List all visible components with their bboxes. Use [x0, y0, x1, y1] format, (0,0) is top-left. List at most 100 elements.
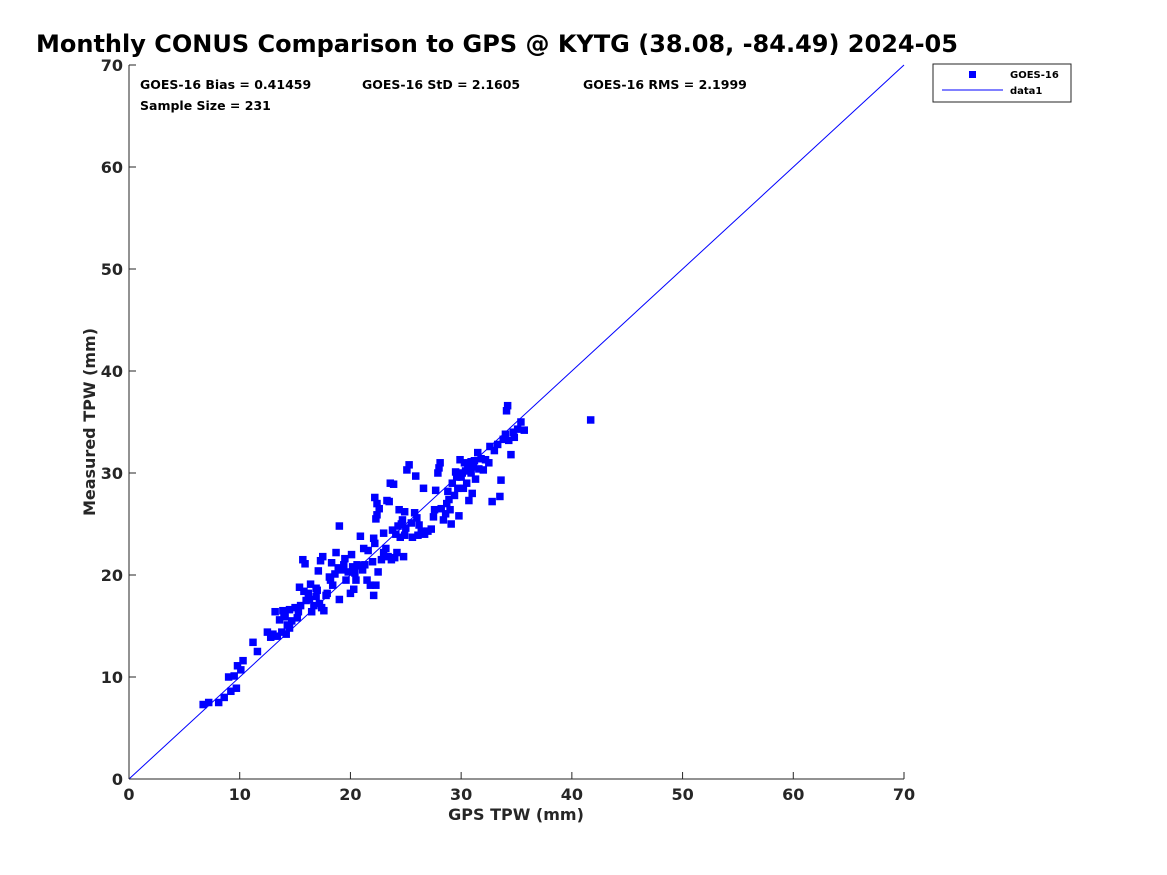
scatter-point: [459, 484, 468, 493]
scatter-point: [295, 583, 304, 591]
scatter-point: [335, 595, 344, 604]
scatter-point: [366, 581, 375, 589]
scatter-point: [379, 529, 388, 537]
y-tick-label: 70: [101, 56, 123, 75]
scatter-point: [513, 425, 522, 433]
scatter-point: [445, 495, 453, 504]
scatter-point: [467, 469, 475, 477]
scatter-point: [199, 700, 207, 709]
scatter-point: [396, 533, 404, 542]
scatter-point: [435, 464, 443, 472]
y-tick-label: 60: [101, 158, 123, 177]
scatter-point: [327, 559, 336, 567]
scatter-point: [293, 614, 302, 622]
scatter-point: [315, 599, 324, 608]
x-tick-label: 0: [123, 785, 134, 804]
scatter-point: [520, 426, 528, 434]
scatter-point: [364, 546, 372, 555]
scatter-point: [471, 475, 480, 483]
scatter-point: [455, 512, 463, 520]
x-tick-label: 20: [339, 785, 361, 804]
scatter-point: [393, 548, 401, 557]
y-axis-label: Measured TPW (mm): [80, 328, 99, 516]
scatter-point: [341, 554, 349, 563]
x-tick-label: 60: [782, 785, 804, 804]
x-tick-label: 10: [229, 785, 251, 804]
scatter-point: [220, 693, 228, 702]
scatter-point: [314, 567, 323, 575]
scatter-point: [316, 556, 325, 565]
scatter-point: [456, 455, 464, 464]
scatter-point: [344, 568, 352, 576]
scatter-point: [306, 580, 315, 588]
y-tick-label: 10: [101, 668, 123, 687]
scatter-point: [325, 573, 334, 581]
scatter-point: [373, 499, 381, 508]
scatter-point: [382, 544, 390, 553]
scatter-point: [434, 469, 442, 477]
scatter-point: [517, 418, 525, 426]
scatter-point: [450, 491, 459, 500]
scatter-point: [412, 472, 420, 480]
scatter-point: [369, 591, 378, 600]
scatter-point: [347, 550, 356, 559]
scatter-point: [278, 628, 286, 636]
scatter-point: [379, 548, 388, 557]
scatter-point: [505, 436, 513, 445]
scatter-point: [348, 563, 357, 571]
scatter-point: [335, 522, 344, 530]
scatter-point: [312, 584, 320, 593]
scatter-point: [263, 628, 272, 636]
scatter-point: [363, 576, 371, 584]
scatter-point: [346, 589, 355, 598]
scatter-point: [414, 531, 422, 539]
x-axis-ticks: 0 10 20 30 40 50 60 70: [123, 772, 915, 804]
scatter-point: [232, 684, 241, 692]
scatter-point: [429, 513, 438, 521]
scatter-point: [454, 484, 462, 493]
scatter-point: [230, 672, 238, 680]
scatter-point: [319, 552, 327, 561]
scatter-point: [488, 497, 496, 506]
scatter-point: [307, 607, 316, 616]
scatter-point: [283, 621, 292, 629]
scatter-point: [503, 401, 512, 410]
scatter-point: [410, 509, 419, 517]
legend-box: [932, 63, 1072, 103]
scatter-point: [436, 459, 444, 467]
reference-line-data1: [128, 64, 905, 780]
scatter-point: [369, 534, 378, 543]
scatter-point: [371, 493, 379, 502]
scatter-point: [350, 585, 358, 594]
scatter-point: [452, 473, 461, 481]
scatter-point: [586, 416, 595, 424]
scatter-point: [237, 666, 245, 674]
scatter-point: [340, 561, 348, 569]
scatter-point: [399, 552, 408, 561]
y-tick-label: 0: [112, 770, 123, 789]
scatter-point: [451, 468, 460, 476]
x-tick-label: 50: [671, 785, 693, 804]
scatter-points: [199, 401, 595, 709]
scatter-point: [465, 496, 473, 505]
scatter-point: [400, 531, 409, 539]
x-tick-label: 70: [893, 785, 915, 804]
scatter-point: [499, 435, 507, 444]
scatter-point: [299, 555, 307, 564]
scatter-point: [490, 446, 499, 455]
legend-marker-goes16: [969, 71, 976, 78]
scatter-point: [266, 633, 275, 641]
scatter-point: [388, 526, 397, 534]
y-tick-label: 30: [101, 464, 123, 483]
scatter-point: [372, 515, 380, 523]
legend-label-data1: data1: [1010, 86, 1042, 97]
legend-label-goes16: GOES-16: [1010, 70, 1059, 81]
scatter-point: [285, 605, 294, 614]
bias-annotation: GOES-16 Bias = 0.41459: [140, 77, 311, 92]
scatter-point: [281, 613, 289, 621]
scatter-point: [486, 442, 494, 451]
scatter-point: [496, 492, 504, 501]
axes: [128, 65, 904, 780]
scatter-point: [446, 505, 454, 514]
